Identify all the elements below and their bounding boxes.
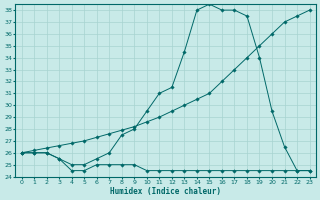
X-axis label: Humidex (Indice chaleur): Humidex (Indice chaleur) <box>110 187 221 196</box>
